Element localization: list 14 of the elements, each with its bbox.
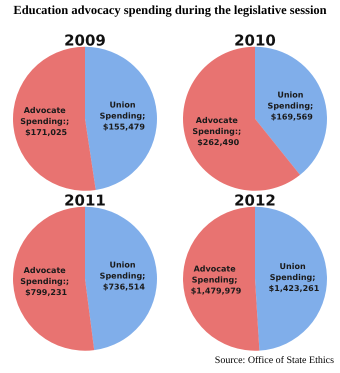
chart-title: 2010 bbox=[234, 32, 276, 50]
chart-title: 2012 bbox=[234, 192, 276, 210]
slice-label: Advocate Spending:; $262,490 bbox=[192, 116, 244, 148]
text: Education advocacy spending during the legislative session bbox=[12, 3, 328, 18]
chart-title: 2009 bbox=[64, 32, 106, 50]
chart-title: 2011 bbox=[64, 192, 106, 210]
source-note: Source: Office of State Ethics bbox=[214, 355, 334, 366]
slice-label: Union Spending; $736,514 bbox=[100, 260, 148, 292]
slice-label: Union Spending; $1,423,261 bbox=[268, 262, 320, 294]
slice-label: Advocate Spending; $1,479,979 bbox=[190, 264, 242, 296]
slice-label: Union Spending; $155,479 bbox=[100, 100, 148, 132]
slice-label: Advocate Spending:; $799,231 bbox=[20, 266, 72, 297]
slice-label: Union Spending; $169,569 bbox=[268, 90, 316, 122]
slice-label: Advocate Spending:; $171,025 bbox=[20, 106, 72, 138]
